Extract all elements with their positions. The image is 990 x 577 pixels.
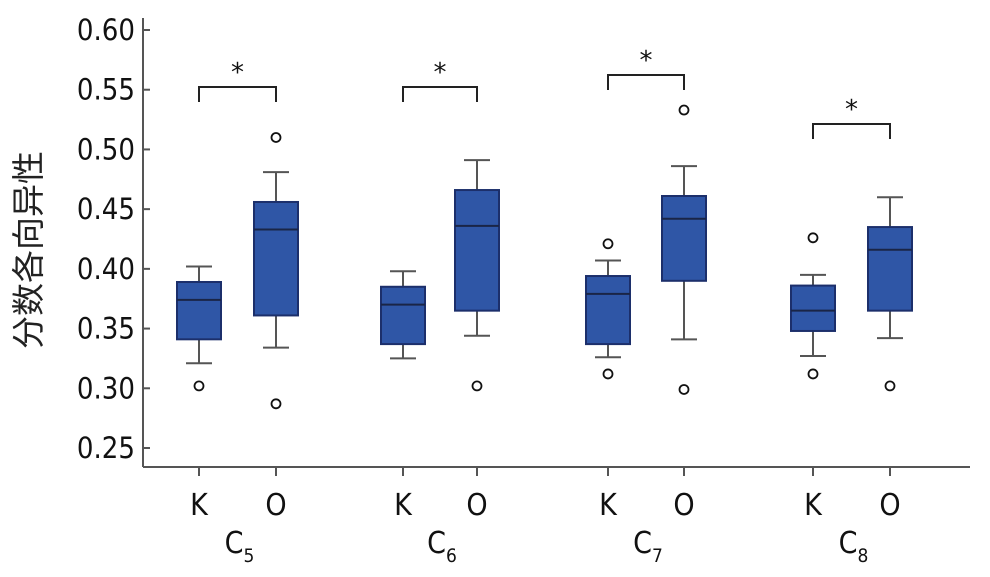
y-axis-label: 分数各向异性: [9, 151, 48, 349]
outlier-point: [270, 398, 282, 410]
significance-star: *: [640, 46, 653, 76]
outlier-point: [270, 132, 282, 143]
outlier-point: [678, 384, 690, 395]
box-C8-O: [867, 196, 913, 392]
box-group-C6: * C6: [380, 58, 500, 567]
box-C5-O: [253, 132, 299, 410]
y-tick-label: 0.55: [77, 73, 135, 107]
significance-star: *: [434, 58, 447, 88]
x-category-label: O: [673, 488, 694, 523]
y-tick-label: 0.60: [77, 13, 135, 47]
box-iqr: [454, 189, 500, 312]
x-category-label: K: [599, 488, 618, 523]
box-iqr: [380, 285, 426, 346]
box-iqr: [585, 275, 631, 346]
box-C7-K: [585, 238, 631, 380]
significance-bracket: [198, 86, 277, 102]
y-tick-label: 0.40: [77, 252, 135, 286]
y-tick-label: 0.30: [77, 371, 135, 405]
x-category-label: K: [804, 488, 823, 523]
significance-bracket: [402, 86, 478, 102]
box-C7-O: [661, 104, 707, 395]
x-category-label: O: [879, 488, 900, 523]
box-group-C5: * C5: [176, 58, 299, 567]
significance-star: *: [845, 95, 858, 125]
group-label: C5: [225, 526, 255, 567]
box-iqr: [253, 200, 299, 317]
group-label: C6: [427, 526, 457, 567]
box-C5-K: [176, 265, 222, 392]
box-C6-O: [454, 159, 500, 392]
box-iqr: [867, 226, 913, 312]
x-category-label: O: [466, 488, 487, 523]
outlier-point: [884, 380, 896, 392]
x-category-label: O: [265, 488, 286, 523]
box-iqr: [176, 280, 222, 341]
y-tick-label: 0.50: [77, 132, 135, 166]
box-C6-K: [380, 270, 426, 360]
box-group-C7: * C7: [585, 46, 707, 567]
box-C8-K: [790, 232, 836, 380]
group-label: C7: [633, 526, 663, 567]
y-tick-label: 0.25: [77, 431, 135, 465]
outlier-point: [807, 368, 819, 380]
outlier-point: [678, 104, 690, 116]
x-category-label: K: [394, 488, 413, 523]
y-tick-label: 0.35: [77, 312, 135, 346]
y-tick-label: 0.45: [77, 192, 135, 226]
significance-bracket: [812, 123, 891, 139]
outlier-point: [193, 380, 205, 392]
x-category-label: K: [190, 488, 209, 523]
outlier-point: [602, 368, 614, 380]
box-iqr: [661, 195, 707, 282]
box-iqr: [790, 284, 836, 332]
box-group-C8: * C8: [790, 95, 913, 567]
group-label: C8: [839, 526, 869, 567]
outlier-point: [807, 232, 819, 244]
significance-bracket: [607, 74, 685, 90]
significance-star: *: [231, 58, 244, 88]
outlier-point: [602, 238, 614, 250]
outlier-point: [471, 380, 483, 392]
